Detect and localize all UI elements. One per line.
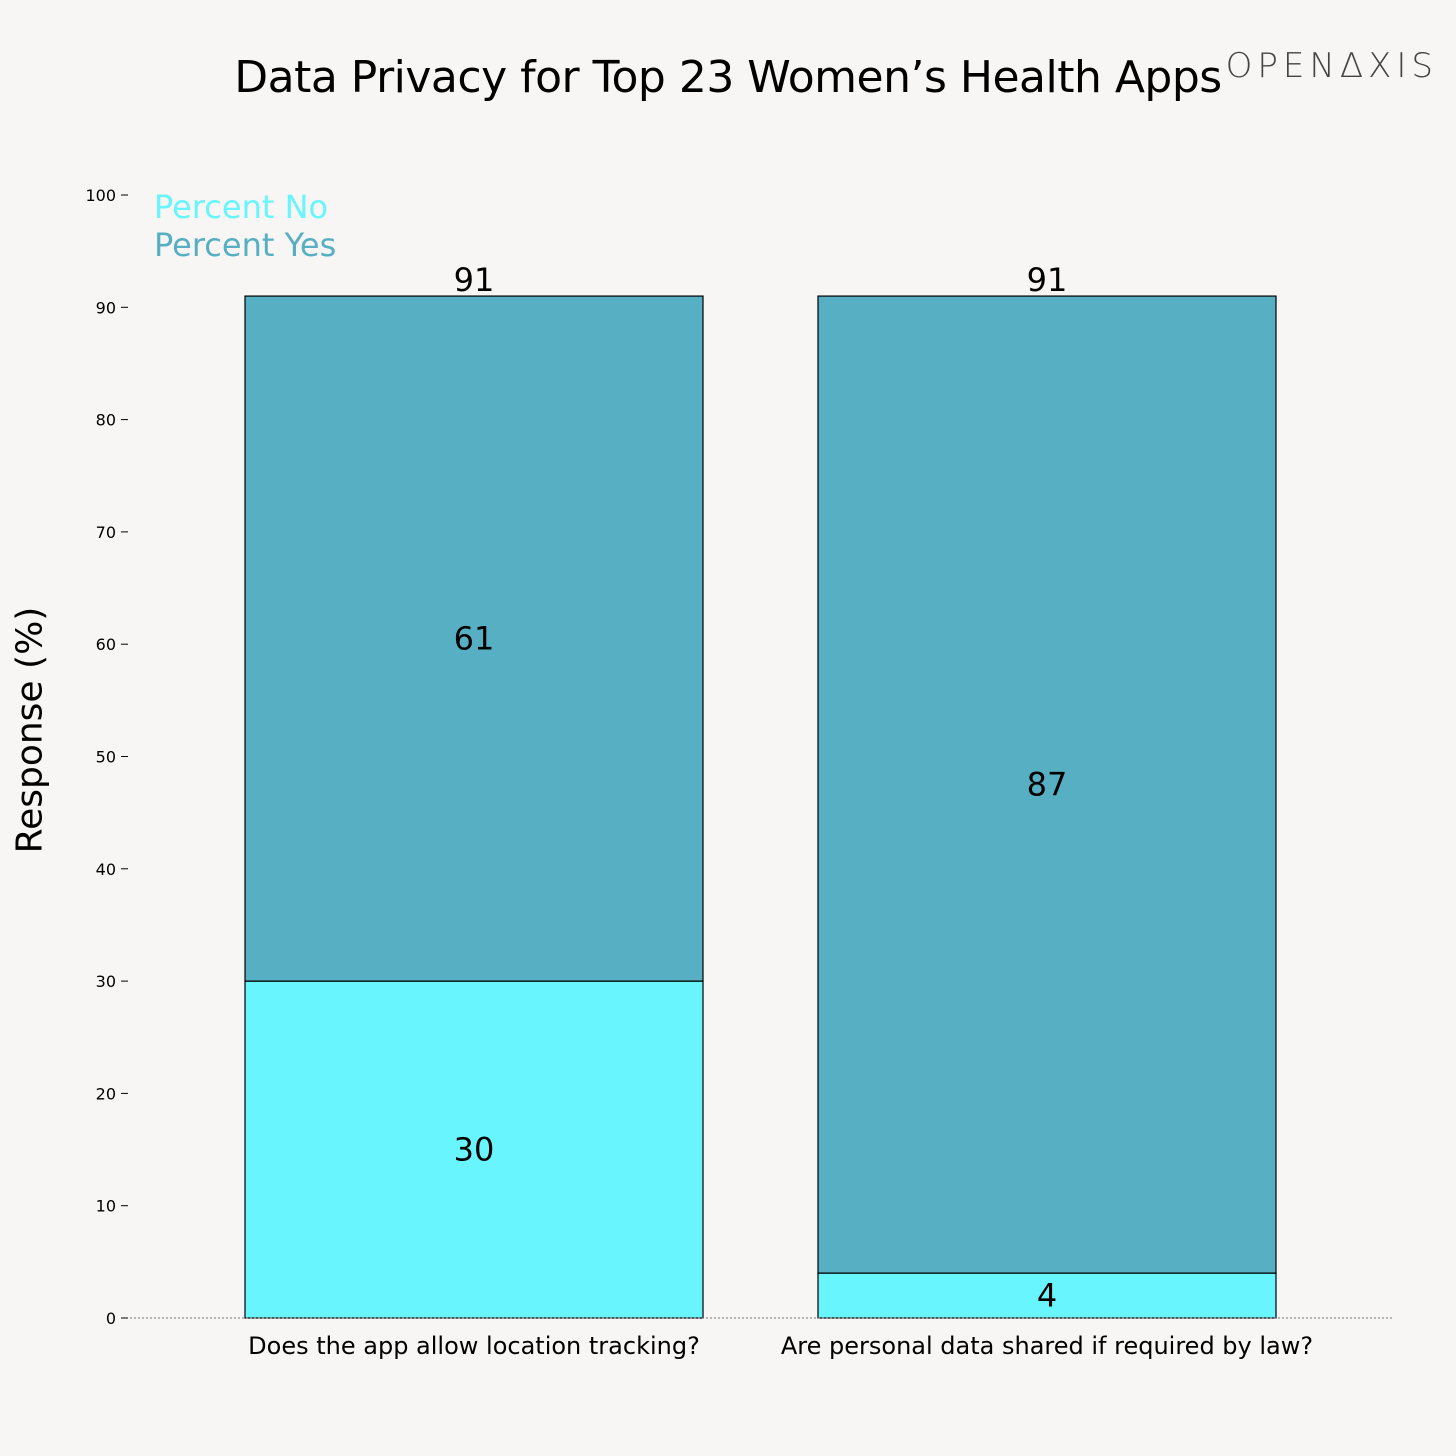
bars	[244, 295, 1277, 1319]
y-tick-label: 30	[96, 972, 116, 991]
y-tick-label: 10	[96, 1197, 116, 1216]
bar-segment-no	[244, 980, 704, 1319]
legend-entry-yes: Percent Yes	[154, 226, 336, 264]
chart-title: Data Privacy for Top 23 Women’s Health A…	[234, 52, 1222, 103]
y-tick-label: 50	[96, 748, 116, 767]
bar-total-label: 91	[1027, 261, 1068, 299]
y-tick-label: 0	[106, 1309, 116, 1328]
y-tick-label: 80	[96, 411, 116, 430]
y-tick-label: 90	[96, 298, 116, 317]
y-tick-label: 20	[96, 1084, 116, 1103]
segment-value-label: 30	[454, 1131, 495, 1169]
segment-value-label: 61	[454, 620, 495, 658]
x-category-label: Does the app allow location tracking?	[248, 1332, 700, 1360]
bar-total-label: 91	[454, 261, 495, 299]
y-axis-ticks: 0 10 20 30 40 50 60 70 80 90 100	[85, 186, 128, 1328]
segment-value-label: 87	[1027, 766, 1068, 804]
category-labels: Does the app allow location tracking? Are…	[248, 1332, 1313, 1360]
value-labels: 30 61 91 4 87 91	[454, 261, 1068, 1314]
y-tick-label: 70	[96, 523, 116, 542]
y-tick-label: 40	[96, 860, 116, 879]
bar-segment-no	[817, 1272, 1277, 1319]
y-tick-label: 100	[85, 186, 116, 205]
x-category-label: Are personal data shared if required by …	[781, 1332, 1313, 1360]
bar-segment-yes	[244, 295, 704, 982]
y-tick-label: 60	[96, 635, 116, 654]
bar-segment-yes	[817, 295, 1277, 1274]
legend-entry-no: Percent No	[154, 188, 328, 226]
brand-logo: OPENΔXIS	[1225, 46, 1438, 86]
segment-value-label: 4	[1037, 1277, 1057, 1315]
